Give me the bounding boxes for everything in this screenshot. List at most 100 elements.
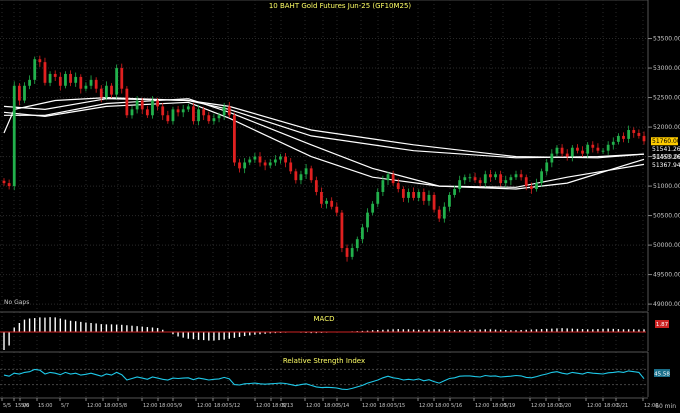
x-tick-label: 5/15 xyxy=(394,403,405,409)
price-panel: 53500.00 53000.00 52500.00 52000.00 51500.00… xyxy=(0,0,680,397)
candle-body xyxy=(391,174,395,184)
x-tick-label: 18:00 xyxy=(324,403,338,409)
price-grid xyxy=(0,0,648,397)
candle-body xyxy=(115,68,119,95)
moving-average-line xyxy=(3,101,645,188)
candle-body xyxy=(2,180,6,184)
macd-panel: MACD 1.87 xyxy=(0,311,669,351)
price-tick-label: 49500.00 xyxy=(653,272,680,279)
moving-average-lines xyxy=(3,96,645,190)
candle-body xyxy=(601,150,605,152)
x-tick-label: 5/16 xyxy=(451,403,462,409)
candle-body xyxy=(350,248,354,257)
x-tick-label: 5/14 xyxy=(338,403,349,409)
x-tick-label: 5/5 xyxy=(3,403,11,409)
x-tick-label: 12:00 xyxy=(197,403,211,409)
candle-body xyxy=(335,206,339,213)
candle-body xyxy=(314,180,318,192)
candle-body xyxy=(565,153,569,157)
x-tick-label: 5/8 xyxy=(119,403,127,409)
candle-body xyxy=(519,174,523,178)
candle-body xyxy=(386,174,390,181)
candle-body xyxy=(468,177,472,179)
x-tick-label: 18:00 xyxy=(159,403,173,409)
candle-body xyxy=(355,239,359,249)
candle-body xyxy=(304,168,308,175)
candle-body xyxy=(212,118,216,122)
candle-body xyxy=(202,109,206,116)
x-tick-label: 5/19 xyxy=(504,403,515,409)
candle-body xyxy=(12,85,16,187)
candle-body xyxy=(576,147,579,151)
candle-body xyxy=(422,191,426,201)
price-tag-label: 51541.26 xyxy=(652,146,680,153)
candle-body xyxy=(243,162,247,169)
candle-body xyxy=(58,76,62,86)
candle-body xyxy=(176,109,180,113)
candle-body xyxy=(217,115,221,119)
candle-body xyxy=(524,177,528,187)
candle-body xyxy=(233,115,236,163)
candle-body xyxy=(437,209,441,219)
candle-body xyxy=(509,177,513,181)
candle-body xyxy=(89,79,93,86)
price-tick-label: 52000.00 xyxy=(653,124,680,131)
x-tick-label: 18:00 xyxy=(104,403,118,409)
candle-body xyxy=(7,183,11,187)
price-tick-label: 49000.00 xyxy=(653,301,680,308)
x-tick-label: 18:00 xyxy=(435,403,449,409)
x-tick-label: 18:00 xyxy=(492,403,506,409)
price-tag-label: 51367.94 xyxy=(652,162,680,169)
candle-body xyxy=(412,191,415,198)
candle-body xyxy=(181,109,185,113)
candle-body xyxy=(478,180,482,184)
candle-body xyxy=(432,194,436,210)
x-tick-label: 18:00 xyxy=(379,403,393,409)
x-tick-label: 18:00 xyxy=(272,403,286,409)
candle-body xyxy=(545,162,549,172)
candle-body xyxy=(453,189,456,195)
rsi-value-tag xyxy=(654,369,670,377)
x-tick-label: 12:00 xyxy=(362,403,376,409)
x-tick-label: 12:00 xyxy=(531,403,545,409)
candle-body xyxy=(320,191,323,204)
price-tick-label: 51000.00 xyxy=(653,183,680,190)
candle-body xyxy=(606,144,610,151)
candle-body xyxy=(514,174,518,178)
rsi-grid xyxy=(0,368,648,386)
candle-body xyxy=(540,171,543,184)
rsi-title: Relative Strength Index xyxy=(283,357,365,365)
candle-body xyxy=(79,76,83,89)
candle-body xyxy=(105,85,108,98)
candle-body xyxy=(197,109,200,122)
x-tick-label: 5/13 xyxy=(282,403,293,409)
candle-body xyxy=(161,106,165,116)
x-tick-label: 5/20 xyxy=(560,403,571,409)
candle-body xyxy=(366,212,369,228)
candle-body xyxy=(258,156,262,163)
moving-average-line xyxy=(4,98,645,190)
x-tick-label: 18:00 xyxy=(547,403,561,409)
candle-body xyxy=(396,183,400,190)
candle-body xyxy=(417,191,421,198)
candle-body xyxy=(427,194,431,201)
candle-body xyxy=(238,162,241,169)
candle-body xyxy=(401,189,405,198)
candle-body xyxy=(192,106,195,122)
period-label: 60 min xyxy=(655,403,676,410)
candle-body xyxy=(611,141,615,145)
candle-body xyxy=(555,147,559,154)
candle-body xyxy=(53,73,57,77)
price-tick-label: 51500.00 xyxy=(653,154,680,161)
x-tick-label: 12:00 xyxy=(87,403,101,409)
candle-body xyxy=(135,100,139,110)
candle-body xyxy=(442,206,446,219)
candle-body xyxy=(253,156,257,160)
candle-body xyxy=(494,174,497,178)
x-tick-label: 5/12 xyxy=(229,403,240,409)
candle-body xyxy=(499,174,503,184)
price-tick-label: 52500.00 xyxy=(653,95,680,102)
x-tick-label: 12:00 xyxy=(475,403,489,409)
macd-value-text: 1.87 xyxy=(656,322,669,328)
candle-body xyxy=(642,135,646,142)
